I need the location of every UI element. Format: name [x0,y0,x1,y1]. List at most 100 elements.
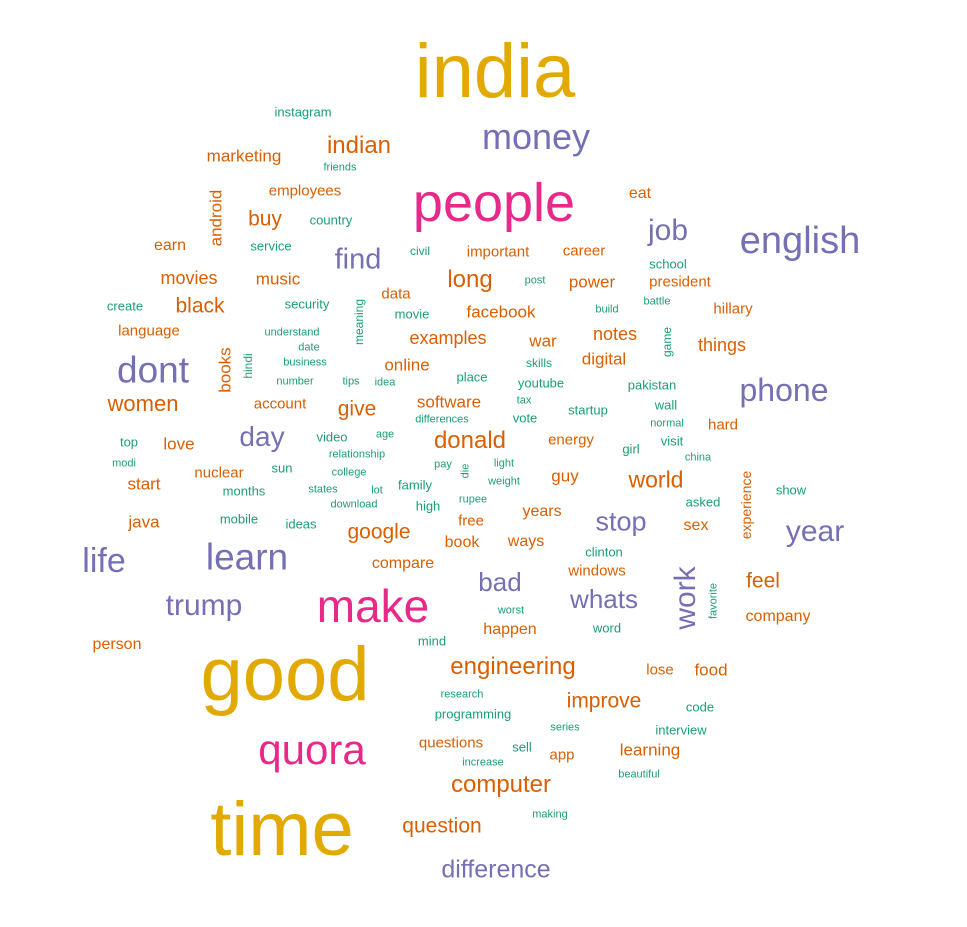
word-sell: sell [512,739,532,755]
word-learn: learn [205,536,289,578]
word-free: free [458,512,484,530]
word-word: word [592,620,622,636]
word-video: video [316,429,348,445]
word-ideas: ideas [285,516,317,532]
word-rupee: rupee [458,493,488,506]
word-important: important [466,243,530,261]
word-english: english [739,220,861,262]
word-music: music [255,269,301,289]
word-hard: hard [707,416,739,434]
word-windows: windows [568,562,626,580]
word-black: black [175,294,225,318]
word-bad: bad [478,567,522,597]
word-phone: phone [739,372,829,408]
word-love: love [163,434,195,454]
word-earn: earn [153,237,187,254]
word-states: states [308,483,338,496]
word-google: google [347,520,411,544]
word-beautiful: beautiful [618,768,660,781]
word-start: start [127,474,161,494]
word-create: create [106,298,144,314]
word-money: money [481,116,591,157]
word-lose: lose [646,661,674,679]
word-book: book [444,534,480,551]
word-tips: tips [342,375,360,388]
word-quora: quora [258,726,366,773]
word-work: work [669,566,702,630]
word-civil: civil [410,244,430,258]
word-build: build [595,303,619,316]
word-service: service [250,238,292,254]
word-compare: compare [371,555,435,572]
word-series: series [550,721,580,734]
word-date: date [298,341,320,354]
word-time: time [210,787,354,872]
word-people: people [412,173,576,233]
word-research: research [440,688,484,701]
word-idea: idea [374,376,396,389]
word-president: president [649,273,711,291]
word-career: career [562,242,606,260]
word-hindi: hindi [241,353,255,379]
word-asked: asked [685,494,721,510]
word-computer: computer [450,771,552,798]
word-normal: normal [650,417,684,430]
word-day: day [239,421,285,452]
word-startup: startup [568,402,608,418]
word-mind: mind [417,633,447,649]
word-give: give [337,397,377,421]
word-sex: sex [683,517,709,534]
word-visit: visit [660,433,684,449]
word-security: security [284,296,330,312]
word-interview: interview [655,722,707,738]
word-account: account [253,395,307,413]
word-modi: modi [112,457,136,470]
word-increase: increase [462,756,504,769]
word-job: job [647,214,689,247]
word-clinton: clinton [585,544,623,560]
word-sun: sun [271,460,293,476]
word-power: power [568,272,616,292]
word-war: war [529,331,557,351]
word-language: language [118,322,180,340]
word-movies: movies [160,268,218,288]
word-months: months [222,483,266,499]
word-differences: differences [415,413,469,426]
word-employees: employees [268,182,342,200]
word-number: number [276,375,314,388]
word-making: making [532,808,568,821]
word-die: die [459,463,472,479]
word-vote: vote [512,410,538,426]
word-year: year [785,515,845,548]
word-place: place [456,369,488,385]
word-digital: digital [581,349,627,369]
word-engineering: engineering [450,653,576,680]
word-dont: dont [116,349,190,391]
word-instagram: instagram [274,104,332,120]
word-whats: whats [570,584,638,614]
word-experience: experience [738,470,754,540]
word-good: good [200,632,370,717]
word-relationship: relationship [328,448,386,461]
word-java: java [128,512,160,532]
word-worst: worst [497,604,525,617]
word-indian: indian [326,132,392,159]
word-mobile: mobile [219,511,259,527]
word-difference: difference [441,855,551,884]
word-stop: stop [595,506,647,537]
word-lot: lot [371,484,383,497]
word-girl: girl [622,441,640,457]
word-pay: pay [434,458,452,471]
word-online: online [384,355,430,375]
word-food: food [694,660,728,680]
word-light: light [493,457,515,470]
word-youtube: youtube [517,375,565,391]
word-app: app [549,746,575,764]
word-notes: notes [592,324,638,344]
word-game: game [660,326,674,358]
word-code: code [685,699,715,715]
word-download: download [330,498,378,511]
word-women: women [107,391,179,416]
word-pakistan: pakistan [627,377,677,393]
